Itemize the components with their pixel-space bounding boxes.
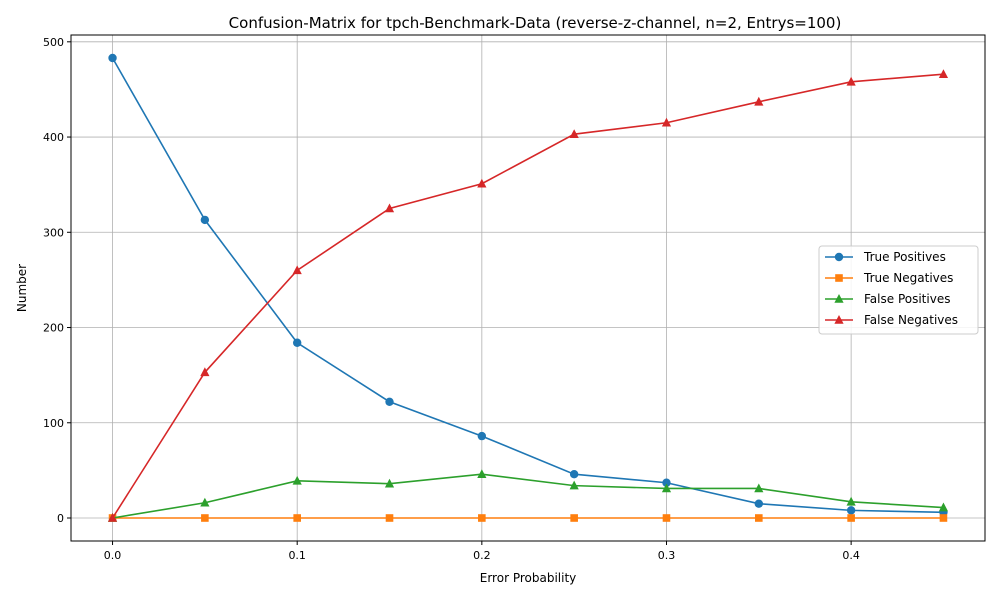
y-tick-label: 0 (57, 512, 64, 525)
x-tick-label: 0.1 (288, 549, 306, 562)
series-layer (107, 53, 949, 522)
data-point-false-positives (200, 497, 210, 507)
y-tick-label: 100 (43, 417, 64, 430)
data-point-true-negatives (662, 514, 671, 522)
legend-label: True Positives (863, 250, 946, 264)
legend-marker (834, 315, 844, 324)
data-point-false-negatives (938, 69, 949, 78)
data-point-true-negatives (570, 514, 578, 522)
x-axis-label: Error Probability (480, 571, 577, 585)
data-point-false-negatives (292, 265, 302, 275)
legend-item-false-negatives: False Negatives (825, 313, 958, 327)
y-tick-label: 500 (43, 36, 64, 49)
data-point-true-positives (569, 469, 579, 479)
y-axis: 0 100 200 300 400 500 (43, 36, 71, 525)
data-point-false-negatives (107, 513, 118, 522)
legend-item-true-positives: True Positives (825, 250, 946, 264)
data-point-true-negatives (201, 514, 209, 522)
data-point-true-negatives (385, 514, 394, 522)
series-true-negatives (108, 514, 948, 522)
data-point-false-negatives (200, 367, 210, 377)
data-point-true-negatives (939, 514, 948, 522)
legend-label: True Negatives (863, 271, 953, 285)
data-point-false-positives (846, 496, 856, 506)
data-point-false-positives (754, 483, 764, 493)
series-true-positives (108, 53, 948, 517)
y-tick-label: 400 (43, 131, 64, 144)
data-point-true-positives (292, 338, 302, 347)
series-false-negatives (107, 69, 949, 522)
data-point-false-positives (661, 483, 672, 493)
x-axis: 0.0 0.1 0.2 0.3 0.4 (104, 541, 860, 562)
data-point-true-positives (385, 397, 394, 407)
legend-label: False Positives (864, 292, 950, 306)
y-tick-label: 300 (43, 226, 64, 239)
y-axis-label: Number (15, 264, 29, 312)
data-point-true-positives (200, 215, 210, 225)
series-line-true-positives (111, 57, 944, 514)
legend-item-true-negatives: True Negatives (825, 271, 953, 285)
chart-title: Confusion-Matrix for tpch-Benchmark-Data… (229, 14, 842, 32)
data-point-true-positives (754, 499, 764, 508)
data-point-false-positives (477, 469, 487, 478)
x-tick-label: 0.2 (473, 549, 491, 562)
data-point-true-positives (477, 431, 487, 441)
data-point-true-positives (108, 53, 117, 63)
data-point-false-positives (292, 475, 302, 485)
data-point-false-negatives (846, 76, 856, 86)
series-line-false-negatives (111, 73, 944, 519)
data-point-false-negatives (754, 96, 764, 106)
x-tick-label: 0.4 (842, 549, 860, 562)
y-tick-label: 200 (43, 322, 64, 335)
data-point-false-negatives (661, 117, 672, 127)
legend-label: False Negatives (864, 313, 958, 327)
data-point-false-positives (384, 478, 395, 488)
data-point-false-positives (938, 502, 949, 512)
data-point-false-negatives (477, 178, 487, 188)
legend-box (818, 245, 979, 335)
data-point-true-positives (662, 478, 671, 487)
series-false-positives (107, 469, 949, 522)
series-line-false-positives (112, 473, 944, 519)
plot-frame (70, 34, 986, 542)
data-point-false-negatives (569, 129, 579, 138)
x-tick-label: 0.3 (658, 549, 676, 562)
legend-marker (834, 252, 844, 262)
data-point-true-negatives (293, 514, 301, 522)
data-point-true-negatives (847, 514, 855, 522)
data-point-true-positives (846, 506, 856, 515)
legend: True Positives True Negatives False Positi… (818, 245, 979, 335)
data-point-false-negatives (384, 203, 395, 213)
legend-item-false-positives: False Positives (825, 292, 950, 306)
data-point-true-negatives (478, 514, 486, 522)
data-point-false-positives (569, 480, 579, 490)
legend-marker (835, 274, 843, 282)
data-point-true-negatives (755, 514, 763, 522)
x-tick-label: 0.0 (104, 549, 122, 562)
legend-marker (834, 294, 844, 303)
